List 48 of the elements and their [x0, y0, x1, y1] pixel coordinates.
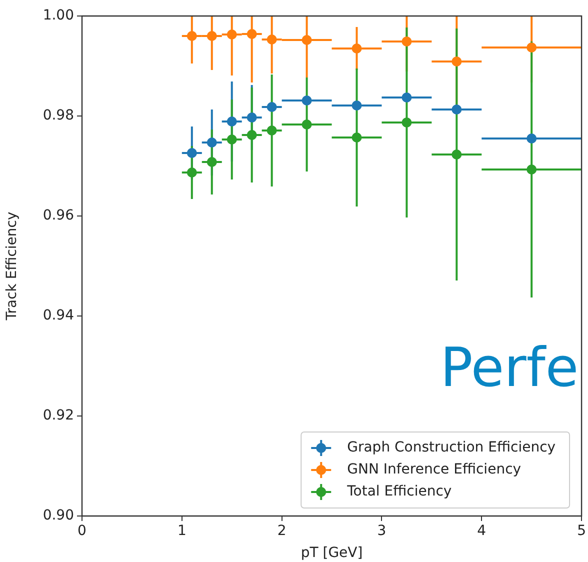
point [186, 31, 197, 41]
x-tick-label: 0 [78, 523, 86, 540]
y-tick-label: 0.98 [42, 108, 74, 124]
point [402, 92, 412, 102]
point [186, 168, 197, 178]
point [246, 130, 257, 140]
point [352, 44, 362, 54]
x-tick-label: 2 [277, 523, 286, 540]
x-tick-label: 3 [377, 523, 386, 540]
point [206, 157, 217, 167]
y-axis-title: Track Efficiency [4, 212, 20, 322]
point [526, 134, 537, 144]
point [206, 31, 217, 41]
y-tick-label: 0.96 [42, 208, 74, 224]
point [302, 120, 312, 130]
y-tick-label: 0.90 [42, 508, 74, 524]
point [246, 29, 257, 39]
legend-label: GNN Inference Efficiency [347, 462, 522, 478]
legend-label: Graph Construction Efficiency [347, 440, 556, 456]
annotation: Perfe [440, 336, 579, 399]
point [226, 30, 237, 40]
point [352, 132, 362, 142]
point [302, 35, 312, 45]
x-tick-label: 4 [477, 523, 486, 540]
legend-label: Total Efficiency [346, 484, 452, 500]
point [206, 138, 217, 148]
point [186, 148, 197, 158]
point [226, 134, 237, 144]
x-tick-label: 1 [177, 523, 186, 540]
point [246, 112, 257, 122]
point [302, 96, 312, 106]
y-tick-label: 0.92 [42, 408, 74, 424]
point [266, 34, 277, 44]
point [452, 56, 462, 66]
point [526, 42, 537, 52]
point [266, 126, 277, 136]
point [266, 102, 277, 112]
x-axis-title: pT [GeV] [300, 545, 363, 562]
point [226, 116, 237, 126]
y-tick-label: 0.94 [42, 308, 74, 324]
point [452, 104, 462, 114]
point [352, 100, 362, 110]
point [402, 36, 412, 46]
x-tick-label: 5 [577, 523, 586, 540]
point [402, 118, 412, 128]
point [526, 164, 537, 174]
y-tick-label: 1.00 [42, 8, 74, 24]
point [452, 150, 462, 160]
